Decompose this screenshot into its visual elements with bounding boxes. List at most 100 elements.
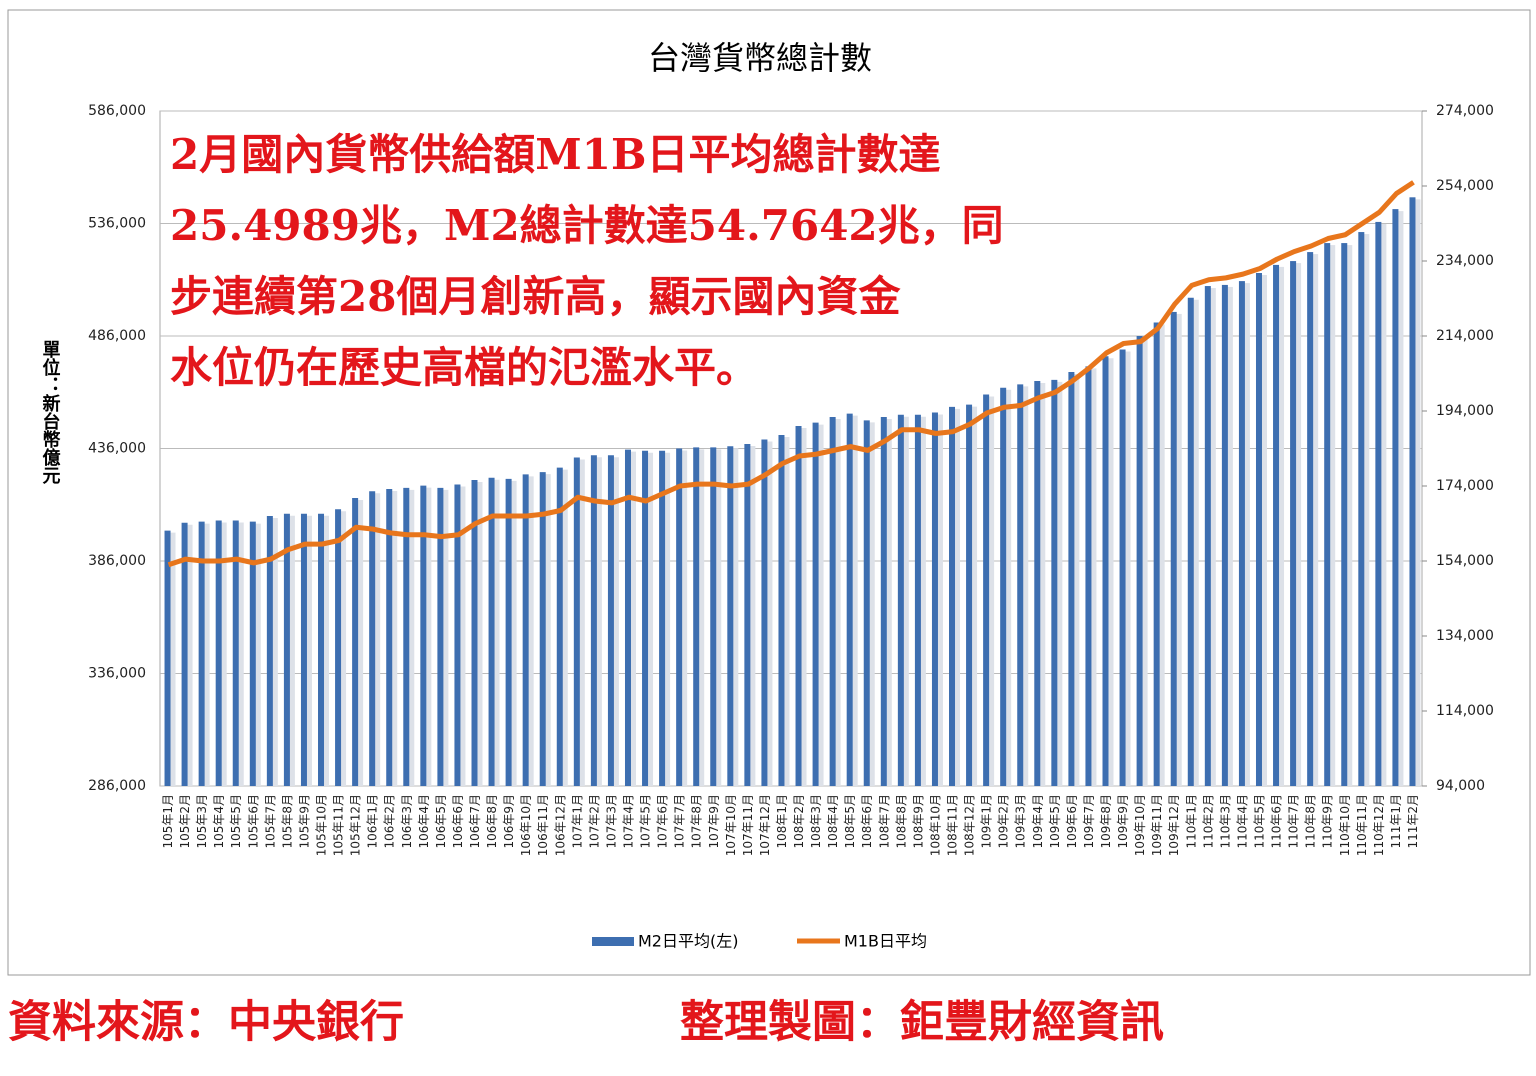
bar-shade: [1207, 288, 1216, 786]
bar-shade: [508, 480, 517, 786]
x-tick-label: 105年6月: [246, 794, 260, 849]
bar-shade: [1003, 389, 1012, 786]
bar-shade: [423, 487, 432, 786]
y2-tick-label: 134,000: [1436, 628, 1494, 644]
bar-shade: [986, 396, 995, 786]
bar: [215, 520, 222, 786]
bar-shade: [1327, 245, 1336, 786]
bar: [505, 478, 512, 786]
bar: [676, 448, 683, 786]
y-tick-label: 386,000: [88, 553, 146, 569]
x-tick-label: 110年10月: [1338, 794, 1352, 856]
bar: [283, 513, 290, 786]
bar-shade: [952, 408, 961, 786]
bar: [778, 435, 785, 786]
bar: [266, 516, 273, 786]
bar: [1409, 197, 1416, 787]
bar-shade: [1361, 234, 1370, 787]
x-tick-label: 105年9月: [297, 794, 311, 849]
bar: [181, 522, 188, 786]
x-tick-label: 108年12月: [963, 794, 977, 856]
bar: [403, 487, 410, 786]
bar-shade: [1378, 223, 1387, 787]
bar-shade: [849, 415, 858, 786]
bar: [386, 489, 393, 786]
bar-shade: [934, 414, 943, 786]
annotation: 2月國內貨幣供給額M1B日平均總計數達: [170, 130, 940, 179]
bar-shade: [866, 422, 875, 786]
x-tick-label: 107年3月: [604, 794, 618, 849]
bar: [590, 455, 597, 786]
x-tick-label: 106年5月: [434, 794, 448, 849]
bar: [1290, 261, 1297, 786]
bar-shade: [201, 523, 210, 786]
bar: [1102, 356, 1109, 786]
bar: [1119, 349, 1126, 786]
y2-tick-label: 214,000: [1436, 328, 1494, 344]
annotation: 步連續第28個月創新高，顯示國內資金: [170, 272, 901, 321]
x-tick-label: 107年12月: [758, 794, 772, 856]
bar: [1375, 221, 1382, 787]
x-tick-label: 109年9月: [1116, 794, 1130, 849]
y-tick-label: 336,000: [88, 666, 146, 682]
bar-shade: [1190, 299, 1199, 786]
x-tick-label: 109年11月: [1150, 794, 1164, 856]
x-tick-label: 105年10月: [315, 794, 329, 856]
x-tick-label: 110年1月: [1184, 794, 1198, 849]
x-tick-label: 107年1月: [570, 794, 584, 849]
x-tick-label: 107年5月: [639, 794, 653, 849]
x-tick-label: 106年2月: [383, 794, 397, 849]
source: 資料來源：中央銀行: [8, 997, 404, 1048]
bar: [607, 455, 614, 786]
bar: [488, 477, 495, 786]
x-tick-label: 106年3月: [400, 794, 414, 849]
x-tick-label: 108年9月: [911, 794, 925, 849]
x-tick-label: 105年11月: [332, 794, 346, 856]
x-tick-label: 109年8月: [1099, 794, 1113, 849]
bar-shade: [1020, 386, 1029, 786]
bar-shade: [1071, 374, 1080, 786]
bar: [539, 472, 546, 786]
bar: [420, 485, 427, 786]
x-tick-label: 110年3月: [1218, 794, 1232, 849]
bar-shade: [1395, 211, 1404, 787]
bar-shade: [1344, 245, 1353, 786]
x-tick-label: 109年12月: [1167, 794, 1181, 856]
x-tick-label: 107年6月: [656, 794, 670, 849]
bar: [1017, 384, 1024, 786]
bar: [198, 521, 205, 786]
x-tick-label: 109年6月: [1065, 794, 1079, 849]
bar: [369, 491, 376, 786]
y2-tick-label: 174,000: [1436, 478, 1494, 494]
bar: [693, 447, 700, 786]
bar-shade: [969, 406, 978, 786]
x-tick-label: 110年8月: [1304, 794, 1318, 849]
bar-shade: [1310, 254, 1319, 786]
bar-shade: [883, 419, 892, 786]
bar: [1358, 232, 1365, 787]
bar-shade: [662, 452, 671, 786]
x-tick-label: 111年2月: [1406, 794, 1420, 849]
x-tick-label: 108年7月: [877, 794, 891, 849]
y2-tick-label: 114,000: [1436, 703, 1494, 719]
bar-shade: [1258, 275, 1267, 786]
bar: [1221, 284, 1228, 786]
bar: [829, 417, 836, 786]
bar-shade: [1037, 383, 1046, 786]
bar-shade: [696, 449, 705, 786]
x-tick-label: 105年1月: [161, 794, 175, 849]
bar-shade: [1122, 351, 1131, 786]
chart-title: 台灣貨幣總計數: [648, 39, 872, 77]
bar-shade: [474, 482, 483, 786]
bar-shade: [218, 522, 227, 786]
bar-shade: [372, 493, 381, 786]
x-tick-label: 110年11月: [1355, 794, 1369, 856]
bar: [437, 487, 444, 786]
bar-shade: [1088, 368, 1097, 786]
x-tick-label: 107年4月: [621, 794, 635, 849]
x-tick-label: 107年11月: [741, 794, 755, 856]
bar-shade: [610, 457, 619, 786]
x-tick-label: 110年2月: [1201, 794, 1215, 849]
bar-shade: [338, 511, 347, 786]
bar-shade: [235, 522, 244, 786]
